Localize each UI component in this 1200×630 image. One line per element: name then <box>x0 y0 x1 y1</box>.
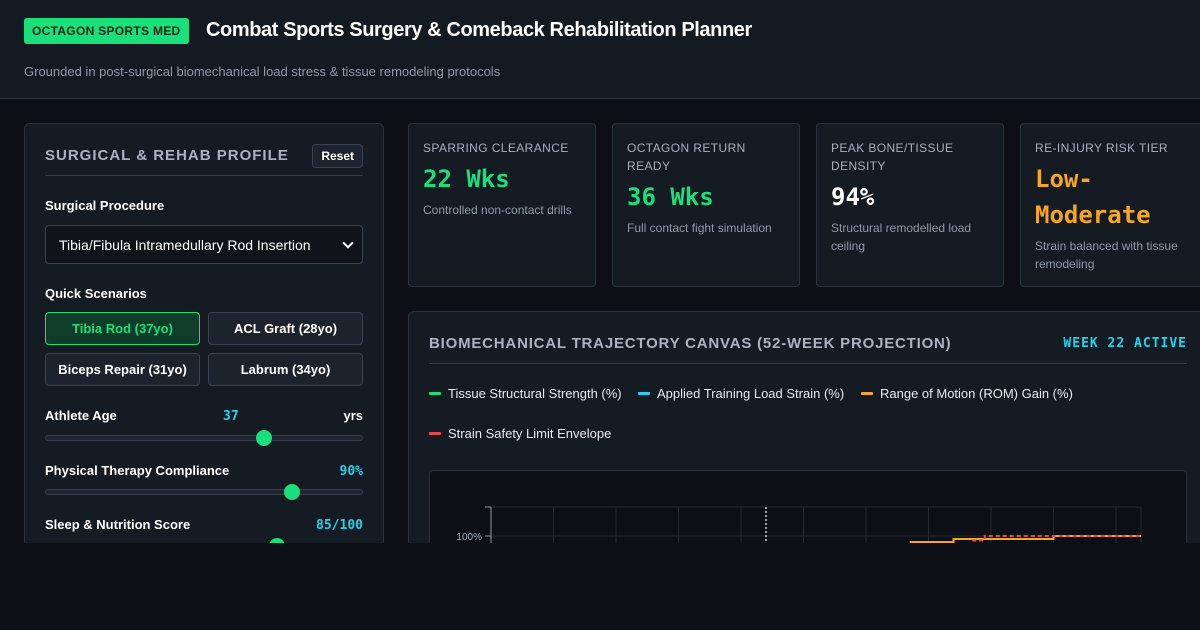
age-value: 37 <box>223 409 239 424</box>
metric-card-density: PEAK BONE/TISSUE DENSITY 94% Structural … <box>816 123 1004 287</box>
week-active-badge: WEEK 22 ACTIVE <box>1063 336 1187 351</box>
metric-description: Full contact fight simulation <box>627 221 772 235</box>
metric-label: PEAK BONE/TISSUE DENSITY <box>831 141 954 173</box>
metric-card-return: OCTAGON RETURN READY 36 Wks Full contact… <box>612 123 800 287</box>
scenario-labrum-button[interactable]: Labrum (34yo) <box>208 353 363 386</box>
sleep-label: Sleep & Nutrition Score <box>45 517 191 532</box>
panel-title: SURGICAL & REHAB PROFILE <box>45 147 289 164</box>
age-unit: yrs <box>343 408 363 423</box>
canvas-header: BIOMECHANICAL TRAJECTORY CANVAS (52-WEEK… <box>429 332 1187 364</box>
compliance-label: Physical Therapy Compliance <box>45 463 230 478</box>
legend-label: Tissue Structural Strength (%) <box>448 386 622 401</box>
metric-card-sparring: SPARRING CLEARANCE 22 Wks Controlled non… <box>408 123 596 287</box>
main-content: SURGICAL & REHAB PROFILE Reset Surgical … <box>0 100 1200 543</box>
metric-description: Strain balanced with tissue remodeling <box>1035 239 1178 271</box>
legend-swatch <box>429 392 441 396</box>
compliance-value: 90% <box>339 464 363 479</box>
age-slider-handle[interactable] <box>256 430 273 446</box>
chevron-down-icon <box>342 237 354 249</box>
sleep-slider-handle[interactable] <box>268 538 285 543</box>
y-tick-label: 100% <box>456 532 482 543</box>
metric-label: RE-INJURY RISK TIER <box>1035 141 1168 155</box>
reset-button[interactable]: Reset <box>312 144 363 168</box>
surgical-profile-panel: SURGICAL & REHAB PROFILE Reset Surgical … <box>24 123 384 543</box>
legend-swatch <box>638 392 650 396</box>
top-header: OCTAGON SPORTS MED Combat Sports Surgery… <box>0 0 1200 99</box>
metric-value: 94% <box>831 183 875 211</box>
scenarios-label: Quick Scenarios <box>45 286 147 301</box>
legend-swatch <box>429 432 441 436</box>
legend-rom-gain: Range of Motion (ROM) Gain (%) <box>861 386 1073 401</box>
metric-value: Low-Moderate <box>1035 165 1151 229</box>
legend-safety-limit: Strain Safety Limit Envelope <box>429 426 611 441</box>
panel-header: SURGICAL & REHAB PROFILE Reset <box>45 144 363 176</box>
age-label: Athlete Age <box>45 408 117 423</box>
procedure-label: Surgical Procedure <box>45 198 165 213</box>
compliance-slider-handle[interactable] <box>284 484 301 500</box>
page-subtitle: Grounded in post-surgical biomechanical … <box>24 64 501 79</box>
scenario-biceps-repair-button[interactable]: Biceps Repair (31yo) <box>45 353 200 386</box>
metric-label: OCTAGON RETURN READY <box>627 141 746 173</box>
procedure-select[interactable]: Tibia/Fibula Intramedullary Rod Insertio… <box>45 225 363 264</box>
series-line-safety-limit <box>972 535 1141 542</box>
brand-badge: OCTAGON SPORTS MED <box>24 18 189 44</box>
compliance-slider[interactable] <box>45 484 363 500</box>
trajectory-chart: 100% <box>429 470 1187 543</box>
sleep-value: 85/100 <box>316 518 363 533</box>
legend-swatch <box>861 392 873 396</box>
legend-label: Strain Safety Limit Envelope <box>448 426 612 441</box>
legend-tissue-strength: Tissue Structural Strength (%) <box>429 386 622 401</box>
legend-training-load: Applied Training Load Strain (%) <box>638 386 844 401</box>
metric-description: Controlled non-contact drills <box>423 203 572 217</box>
age-slider[interactable] <box>45 430 363 446</box>
canvas-title: BIOMECHANICAL TRAJECTORY CANVAS (52-WEEK… <box>429 335 952 352</box>
trajectory-canvas-panel: BIOMECHANICAL TRAJECTORY CANVAS (52-WEEK… <box>408 311 1200 543</box>
scenario-tibia-rod-button[interactable]: Tibia Rod (37yo) <box>45 312 200 345</box>
trajectory-chart-svg: 100% <box>456 506 1142 543</box>
page-title: Combat Sports Surgery & Comeback Rehabil… <box>206 19 752 41</box>
scenario-acl-graft-button[interactable]: ACL Graft (28yo) <box>208 312 363 345</box>
metric-value: 36 Wks <box>627 183 714 211</box>
metric-card-risk: RE-INJURY RISK TIER Low-Moderate Strain … <box>1020 123 1200 287</box>
procedure-selected-value: Tibia/Fibula Intramedullary Rod Insertio… <box>59 237 311 253</box>
metric-description: Structural remodelled load ceiling <box>831 221 972 253</box>
legend-label: Range of Motion (ROM) Gain (%) <box>880 386 1073 401</box>
legend-label: Applied Training Load Strain (%) <box>657 386 845 401</box>
metric-label: SPARRING CLEARANCE <box>423 141 569 155</box>
metric-value: 22 Wks <box>423 165 510 193</box>
